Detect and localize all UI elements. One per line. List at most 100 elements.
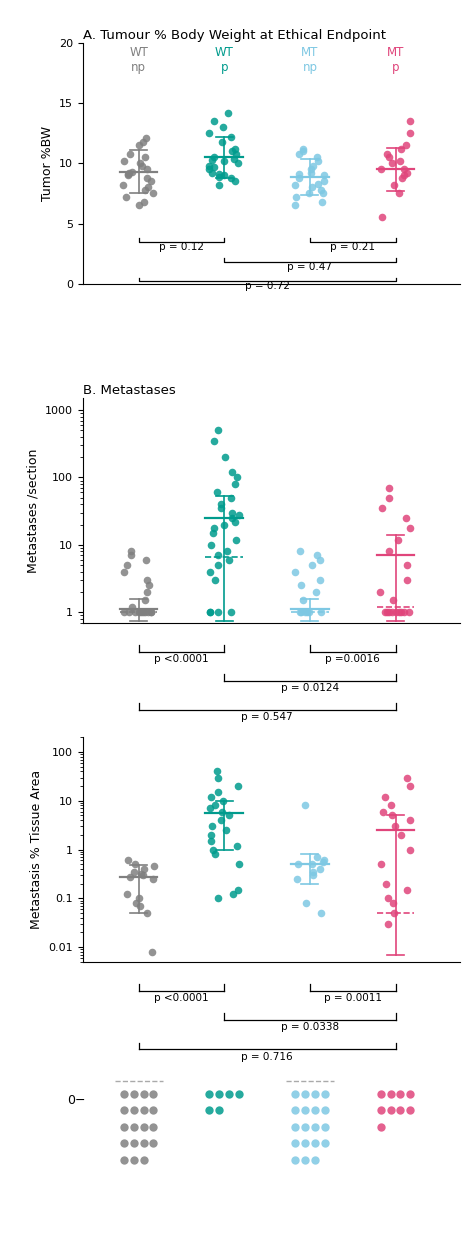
Point: [382, 787, 389, 806]
Point: [135, 196, 143, 216]
Point: [214, 420, 222, 440]
Y-axis label: Metastasis % Tissue Area: Metastasis % Tissue Area: [30, 769, 43, 930]
Point: [310, 155, 317, 175]
Point: [234, 154, 242, 174]
Point: [234, 777, 242, 797]
Point: [149, 869, 157, 889]
Point: [135, 136, 142, 155]
Text: p <0.0001: p <0.0001: [154, 994, 209, 1004]
Point: [214, 889, 221, 909]
Point: [147, 603, 155, 623]
Text: p =0.0016: p =0.0016: [325, 655, 380, 665]
Point: [218, 494, 225, 514]
Point: [403, 570, 411, 589]
Point: [126, 163, 133, 182]
Point: [406, 810, 414, 830]
Point: [210, 157, 218, 176]
Point: [127, 541, 135, 561]
Point: [136, 154, 144, 174]
Point: [379, 801, 386, 821]
Text: WT
np: WT np: [129, 46, 148, 74]
Point: [406, 111, 414, 131]
Point: [216, 164, 223, 184]
Point: [136, 896, 144, 916]
Point: [407, 777, 414, 797]
Point: [316, 550, 323, 570]
Point: [399, 168, 406, 187]
Point: [317, 180, 325, 200]
Point: [206, 155, 213, 175]
Text: WT
p: WT p: [215, 46, 234, 74]
Point: [217, 498, 225, 518]
Point: [386, 541, 393, 561]
Point: [397, 139, 405, 159]
Point: [142, 148, 149, 168]
Point: [385, 603, 392, 623]
Point: [308, 178, 315, 197]
Point: [209, 150, 216, 170]
Point: [141, 603, 148, 623]
Point: [406, 840, 413, 859]
Point: [206, 123, 213, 143]
Point: [294, 854, 301, 874]
Point: [403, 163, 410, 182]
Point: [404, 555, 411, 575]
Point: [228, 127, 235, 147]
Point: [297, 603, 305, 623]
Point: [406, 603, 413, 623]
Point: [320, 165, 328, 185]
Point: [307, 163, 314, 182]
Point: [142, 591, 149, 610]
Point: [207, 831, 215, 851]
Point: [125, 851, 132, 870]
Point: [383, 603, 391, 623]
Point: [291, 175, 299, 195]
Point: [220, 165, 228, 185]
Point: [213, 762, 221, 782]
Point: [406, 123, 414, 143]
Point: [306, 603, 313, 623]
Point: [317, 603, 325, 623]
Point: [210, 518, 218, 538]
Point: [307, 159, 315, 179]
Point: [400, 603, 408, 623]
Point: [150, 857, 157, 877]
Point: [124, 884, 131, 904]
Point: [140, 192, 148, 212]
Point: [138, 155, 146, 175]
Point: [128, 597, 136, 616]
Point: [143, 128, 150, 148]
Point: [231, 139, 239, 159]
Point: [207, 603, 214, 623]
Text: p = 0.716: p = 0.716: [241, 1052, 293, 1062]
Point: [387, 795, 395, 815]
Point: [295, 144, 302, 164]
Point: [291, 196, 298, 216]
Point: [132, 893, 139, 912]
Point: [402, 136, 410, 155]
Point: [221, 448, 228, 467]
Point: [236, 854, 243, 874]
Point: [208, 816, 215, 836]
Point: [136, 603, 143, 623]
Point: [145, 603, 152, 623]
Point: [209, 523, 217, 543]
Point: [232, 530, 239, 550]
Point: [140, 859, 147, 879]
Text: p = 0.0338: p = 0.0338: [281, 1022, 339, 1032]
Point: [126, 603, 133, 623]
Point: [389, 805, 396, 825]
Point: [215, 545, 222, 565]
Point: [144, 582, 151, 602]
Text: p = 0.0011: p = 0.0011: [324, 994, 382, 1004]
Point: [233, 144, 240, 164]
Point: [319, 192, 326, 212]
Point: [226, 550, 233, 570]
Point: [312, 582, 319, 602]
Point: [219, 790, 227, 810]
Point: [123, 555, 131, 575]
Point: [206, 799, 214, 819]
Point: [131, 854, 139, 874]
Text: B. Metastases: B. Metastases: [83, 385, 176, 397]
Point: [214, 555, 222, 575]
